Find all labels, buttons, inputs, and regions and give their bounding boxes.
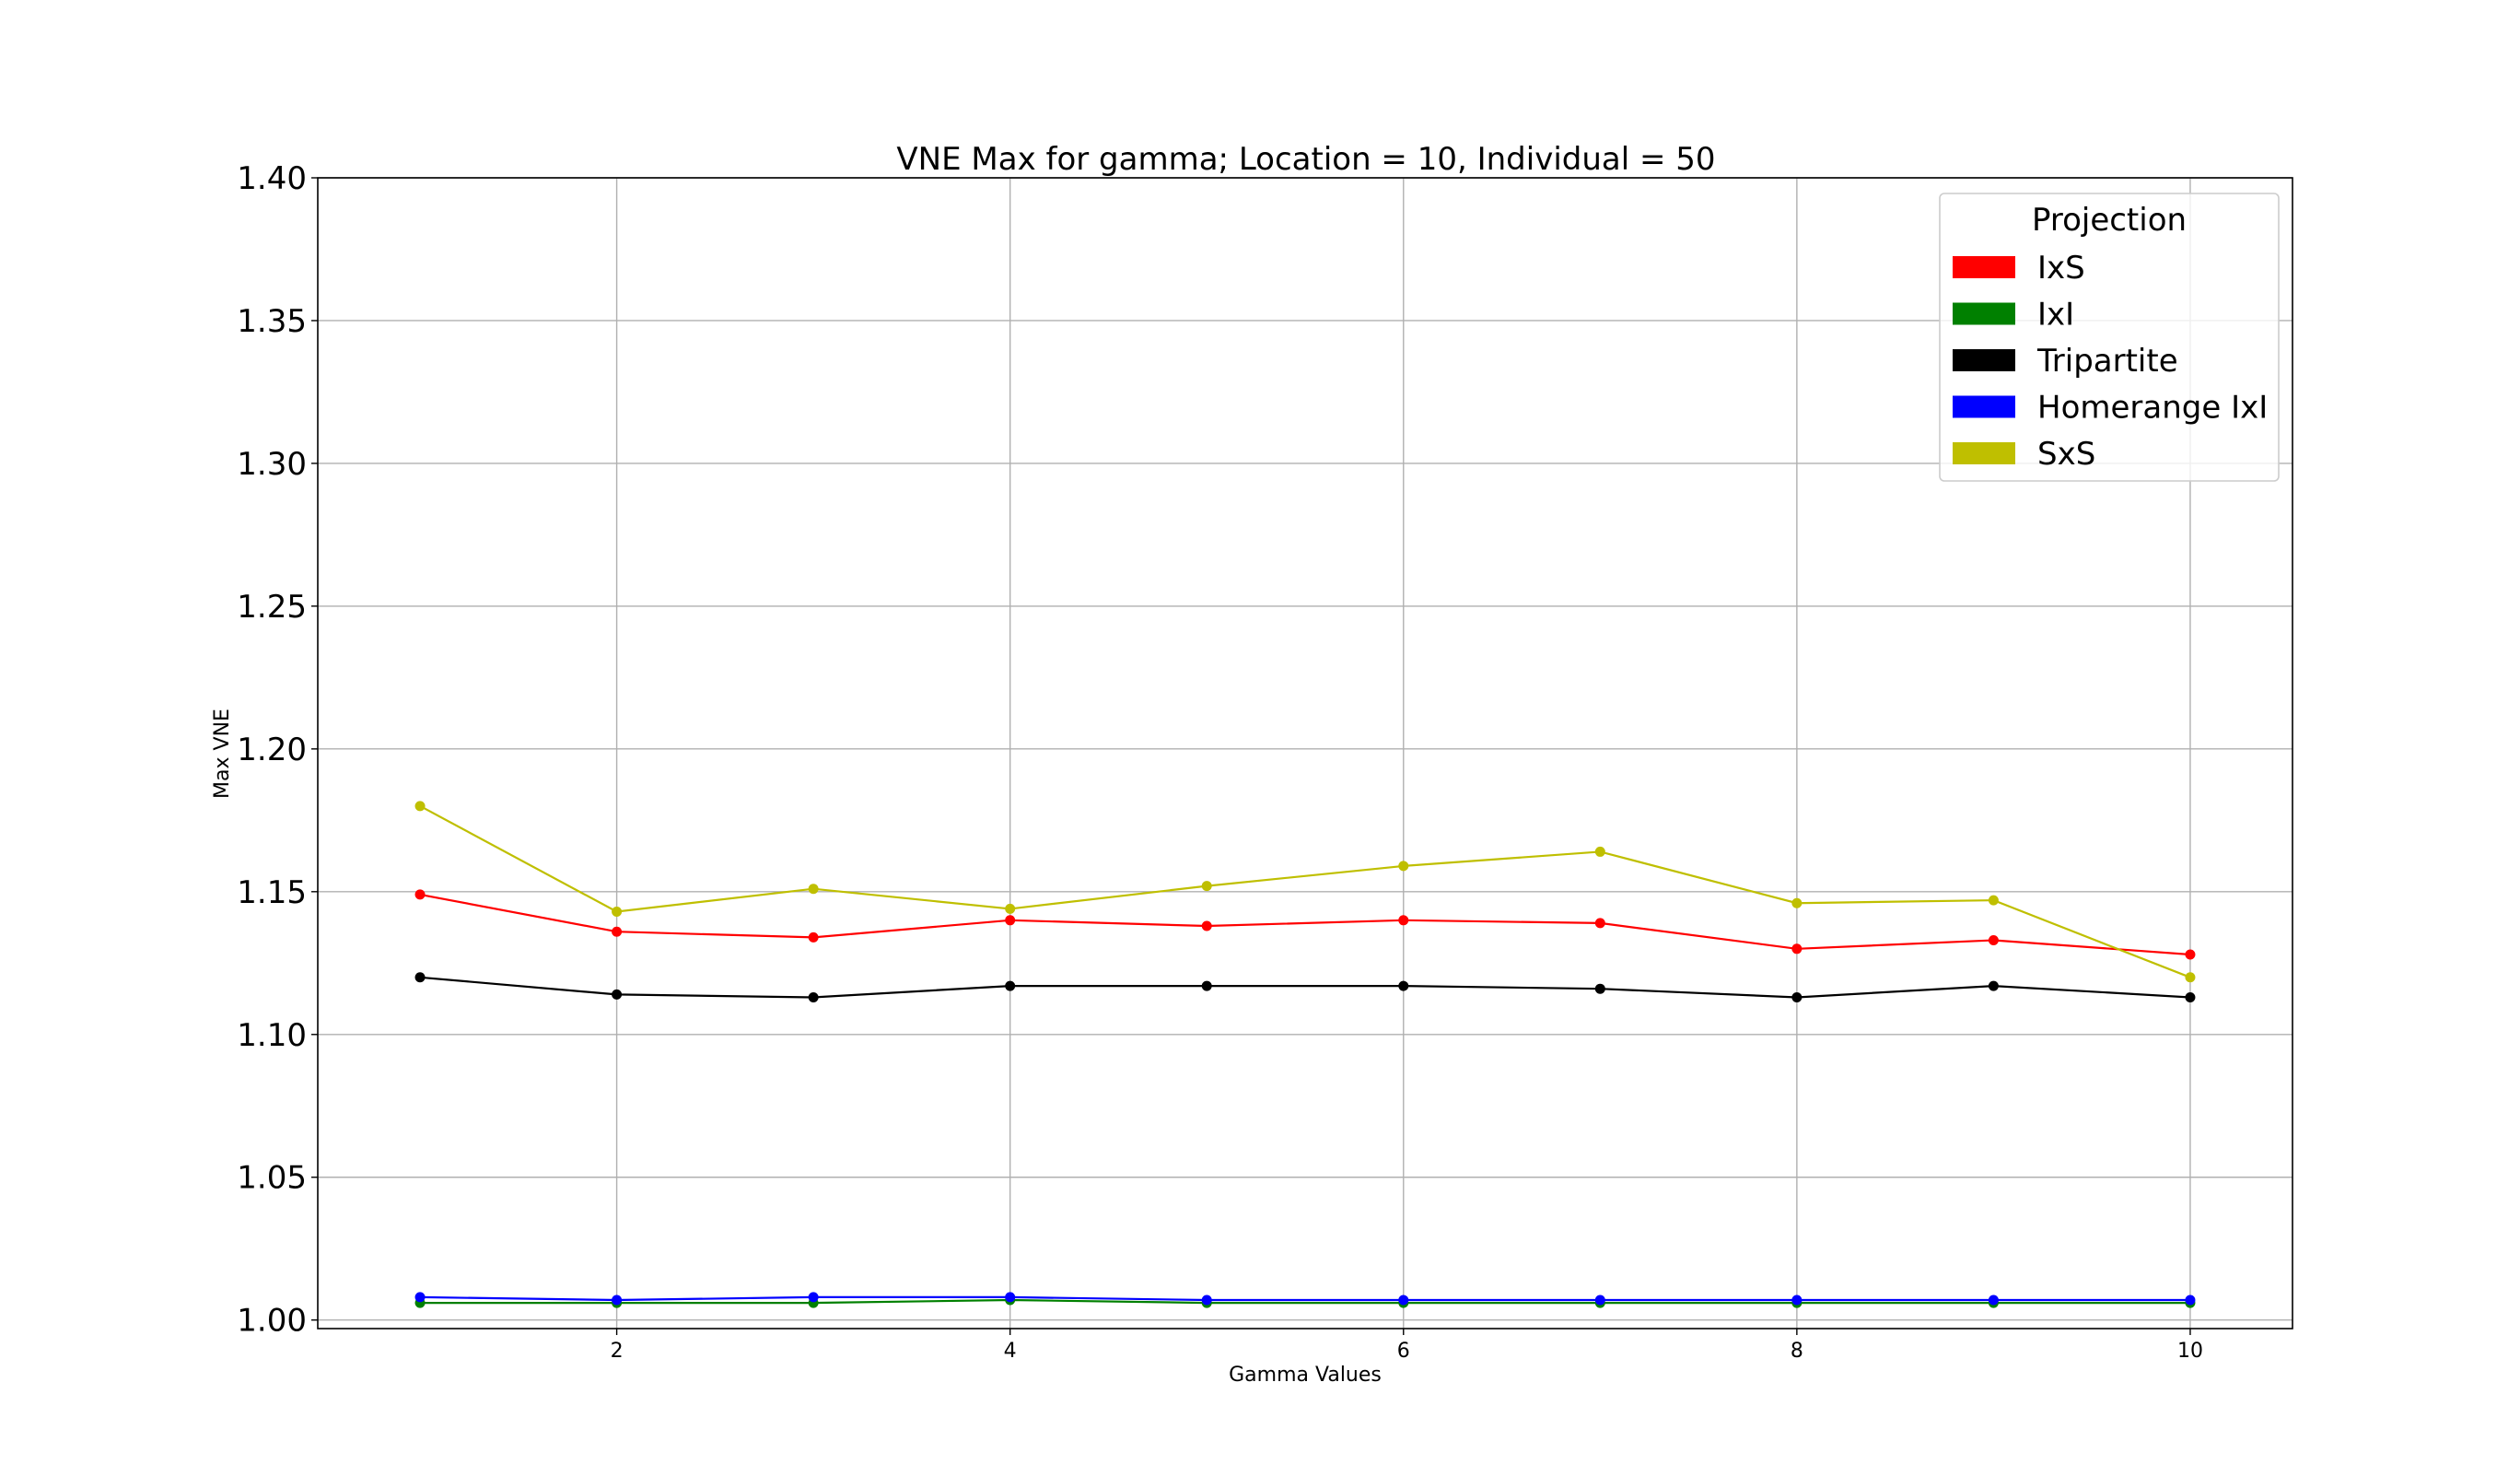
plot-frame bbox=[317, 177, 2293, 1330]
data-point-tripartite bbox=[1791, 991, 1802, 1002]
data-point-homerange-ixi bbox=[1791, 1294, 1802, 1306]
legend: Projection IxS IxI Tripartite Homerange IxI… bbox=[1939, 193, 2280, 482]
data-point-homerange-ixi bbox=[808, 1292, 819, 1303]
data-point-ixs bbox=[2185, 949, 2196, 960]
data-point-tripartite bbox=[1988, 980, 1999, 991]
data-point-homerange-ixi bbox=[1005, 1292, 1016, 1303]
legend-item-ixi: IxI bbox=[1953, 297, 2074, 334]
data-point-ixs bbox=[414, 889, 426, 900]
legend-box bbox=[1939, 193, 2280, 482]
y-tick-label: 1.35 bbox=[237, 303, 307, 340]
legend-item-tripartite: Tripartite bbox=[1953, 343, 2178, 380]
data-point-homerange-ixi bbox=[612, 1294, 623, 1306]
data-point-tripartite bbox=[1398, 980, 1409, 991]
series-line-homerange-ixi bbox=[420, 1295, 2190, 1302]
data-point-tripartite bbox=[2185, 991, 2196, 1002]
y-tick-label: 1.25 bbox=[237, 589, 307, 626]
data-point-homerange-ixi bbox=[414, 1292, 426, 1303]
legend-item-ixs: IxS bbox=[1953, 250, 2085, 287]
series-line-ixs bbox=[419, 893, 2191, 956]
y-tick-label: 1.10 bbox=[237, 1017, 307, 1054]
legend-swatch bbox=[1953, 442, 2015, 464]
y-tick-label: 1.30 bbox=[237, 446, 307, 483]
data-point-sxs bbox=[1594, 846, 1605, 857]
y-axis-label: Max VNE bbox=[211, 709, 234, 799]
data-point-sxs bbox=[808, 884, 819, 895]
legend-label: Tripartite bbox=[2036, 343, 2178, 380]
data-point-tripartite bbox=[1594, 983, 1605, 994]
data-point-sxs bbox=[1398, 861, 1409, 872]
series-line-ixi bbox=[420, 1298, 2190, 1305]
data-point-sxs bbox=[1005, 903, 1016, 914]
y-tick-label: 1.05 bbox=[237, 1160, 307, 1197]
data-point-tripartite bbox=[1005, 980, 1016, 991]
data-point-homerange-ixi bbox=[1398, 1294, 1409, 1306]
data-point-homerange-ixi bbox=[2185, 1294, 2196, 1306]
data-point-tripartite bbox=[1201, 980, 1212, 991]
data-point-homerange-ixi bbox=[1988, 1294, 1999, 1306]
x-tick-label: 10 bbox=[2177, 1340, 2203, 1363]
series-line-tripartite bbox=[419, 976, 2191, 999]
data-point-sxs bbox=[1791, 897, 1802, 908]
data-point-ixs bbox=[1201, 920, 1212, 931]
data-point-ixs bbox=[808, 931, 819, 943]
series-homerange-ixi bbox=[414, 1292, 2196, 1306]
legend-label: SxS bbox=[2037, 436, 2095, 473]
data-point-ixs bbox=[1791, 943, 1802, 955]
data-point-ixs bbox=[1988, 935, 1999, 946]
data-point-tripartite bbox=[414, 972, 426, 983]
data-point-sxs bbox=[612, 907, 623, 918]
data-point-ixs bbox=[1005, 915, 1016, 926]
data-point-ixs bbox=[1398, 915, 1409, 926]
data-point-sxs bbox=[414, 801, 426, 812]
data-point-ixs bbox=[1594, 918, 1605, 929]
data-point-homerange-ixi bbox=[1201, 1294, 1212, 1306]
data-point-tripartite bbox=[612, 989, 623, 1000]
data-point-ixs bbox=[612, 926, 623, 937]
series-sxs bbox=[414, 801, 2196, 983]
x-tick-label: 2 bbox=[611, 1340, 624, 1363]
legend-items: IxS IxI Tripartite Homerange IxI SxS bbox=[1953, 250, 2268, 473]
legend-label: Homerange IxI bbox=[2037, 390, 2268, 427]
series-tripartite bbox=[414, 972, 2196, 1002]
data-point-sxs bbox=[1988, 895, 1999, 906]
y-tick-label: 1.40 bbox=[237, 160, 307, 197]
axis-ticks: 2 4 6 8 10 1.00 1.05 1.10 1.15 1.20 1.25 1.30 1.35 1.… bbox=[237, 160, 2203, 1363]
x-tick-label: 8 bbox=[1791, 1340, 1803, 1363]
series-line-sxs bbox=[419, 804, 2191, 978]
chart-title: VNE Max for gamma; Location = 10, Indivi… bbox=[896, 141, 1715, 178]
y-tick-label: 1.00 bbox=[237, 1303, 307, 1340]
data-point-homerange-ixi bbox=[1594, 1294, 1605, 1306]
legend-swatch bbox=[1953, 395, 2015, 418]
y-tick-label: 1.20 bbox=[237, 732, 307, 768]
data-point-sxs bbox=[2185, 972, 2196, 983]
legend-swatch bbox=[1953, 256, 2015, 278]
legend-swatch bbox=[1953, 302, 2015, 325]
series-lines bbox=[414, 801, 2196, 1308]
y-tick-label: 1.15 bbox=[237, 874, 307, 911]
legend-item-sxs: SxS bbox=[1953, 436, 2095, 473]
legend-title: Projection bbox=[2032, 202, 2187, 239]
x-tick-label: 6 bbox=[1397, 1340, 1410, 1363]
legend-item-homerange-ixi: Homerange IxI bbox=[1953, 390, 2268, 427]
data-point-sxs bbox=[1201, 881, 1212, 892]
legend-label: IxS bbox=[2037, 250, 2085, 287]
x-tick-label: 4 bbox=[1004, 1340, 1017, 1363]
series-ixs bbox=[414, 889, 2196, 960]
legend-label: IxI bbox=[2037, 297, 2074, 334]
legend-swatch bbox=[1953, 349, 2015, 371]
data-point-tripartite bbox=[808, 991, 819, 1002]
x-axis-label: Gamma Values bbox=[1229, 1364, 1382, 1387]
